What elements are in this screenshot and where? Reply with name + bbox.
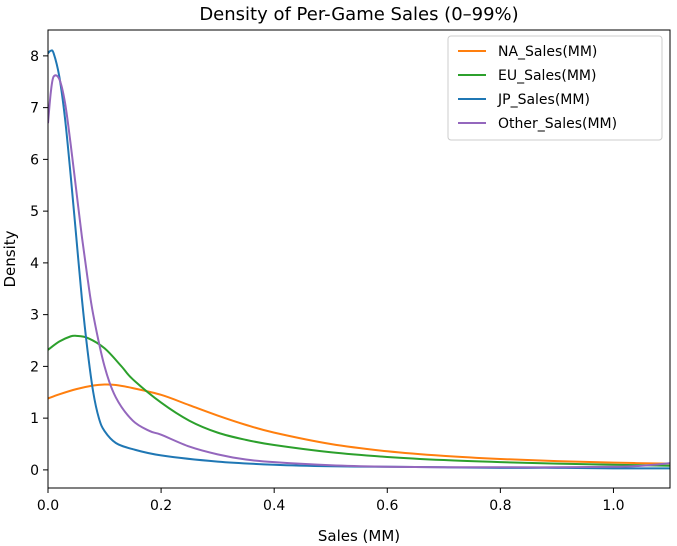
x-axis-label: Sales (MM)	[318, 527, 400, 545]
legend-box	[447, 35, 663, 141]
y-tick-label: 2	[30, 359, 39, 375]
x-tick-label: 0.4	[263, 498, 285, 514]
y-tick-label: 7	[30, 101, 39, 117]
x-axis: 0.0 0.2 0.4 0.6 0.8 1.0	[37, 488, 625, 514]
x-tick-label: 0.0	[37, 498, 59, 514]
x-tick-label: 0.2	[150, 498, 172, 514]
legend-label: Other_Sales(MM)	[498, 116, 617, 132]
y-tick-label: 8	[30, 49, 39, 65]
y-tick-label: 1	[30, 411, 39, 427]
series-line-eu-sales-mm	[48, 334, 670, 467]
chart-title: Density of Per-Game Sales (0–99%)	[199, 4, 518, 25]
y-tick-label: 4	[30, 256, 39, 272]
x-tick-label: 0.8	[489, 498, 511, 514]
x-tick-label: 0.6	[376, 498, 398, 514]
y-axis-label: Density	[1, 230, 19, 287]
legend-label: JP_Sales(MM)	[497, 92, 590, 108]
y-axis: 0 1 2 3 4 5 6 7 8	[30, 49, 48, 479]
y-tick-label: 6	[30, 152, 39, 168]
series-line-na-sales-mm	[48, 383, 670, 465]
series-line-other-sales-mm	[48, 74, 670, 469]
x-tick-label: 1.0	[602, 498, 624, 514]
plot-frame	[47, 29, 671, 489]
y-tick-label: 3	[30, 308, 39, 324]
y-tick-label: 0	[30, 463, 39, 479]
legend: NA_Sales(MM) EU_Sales(MM) JP_Sales(MM) Othe…	[447, 35, 663, 141]
legend-label: NA_Sales(MM)	[498, 44, 597, 60]
plot-area	[48, 49, 670, 470]
y-tick-label: 5	[30, 204, 39, 220]
legend-label: EU_Sales(MM)	[498, 68, 596, 84]
